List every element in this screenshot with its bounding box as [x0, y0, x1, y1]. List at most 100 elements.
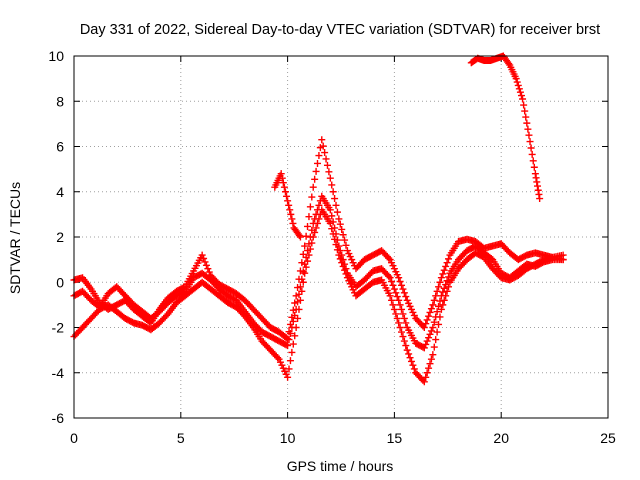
x-axis-label: GPS time / hours [287, 458, 394, 474]
data-point-dense [328, 212, 336, 220]
data-point-dense [527, 144, 535, 152]
data-point [277, 170, 285, 178]
data-point [284, 373, 292, 381]
data-point-dense [321, 149, 329, 157]
data-point-dense [388, 296, 396, 304]
data-point-dense [389, 281, 397, 289]
data-point-dense [336, 255, 344, 263]
x-tick-label: 20 [493, 430, 509, 446]
data-point-dense [329, 230, 337, 238]
data-point-dense [407, 357, 415, 365]
data-point [512, 75, 520, 83]
data-point [318, 136, 326, 144]
data-point-dense [295, 305, 303, 313]
data-point-dense [422, 320, 430, 328]
data-point-dense [287, 210, 295, 218]
axis-ticks: 0 5 10 15 20 25 -6 -4 -2 0 2 4 6 8 10 [48, 48, 616, 446]
data-point-dense [432, 336, 440, 344]
gridlines [74, 56, 608, 418]
y-axis-label: SDTVAR / TECUs [7, 182, 23, 294]
data-point-dense [304, 257, 312, 265]
data-point [326, 174, 334, 182]
data-point-dense [333, 208, 341, 216]
data-point-dense [315, 152, 323, 160]
data-point-dense [427, 355, 435, 363]
data-point-dense [523, 119, 531, 127]
series-track-3 [70, 136, 567, 343]
data-point-dense [289, 306, 297, 314]
data-point [292, 292, 300, 300]
data-point-dense [339, 231, 347, 239]
data-point-dense [289, 340, 297, 348]
series-track-4 [271, 170, 304, 241]
data-point-dense [286, 320, 294, 328]
data-point-dense [430, 318, 438, 326]
plot-frame [73, 55, 609, 419]
data-point [420, 324, 428, 331]
y-tick-label: 4 [56, 184, 64, 200]
series-track-5 [467, 52, 544, 203]
data-point-dense [396, 301, 404, 309]
data-point [284, 335, 292, 343]
data-point-dense [291, 332, 299, 340]
data-point-dense [295, 275, 303, 283]
data-point-dense [433, 308, 441, 316]
data-point-dense [319, 142, 327, 150]
data-point-dense [442, 292, 450, 300]
data-point-dense [406, 354, 414, 362]
data-point-dense [400, 337, 408, 345]
data-point [326, 206, 334, 214]
data-point-dense [430, 296, 438, 304]
data-point-dense [341, 266, 349, 274]
data-point-dense [398, 328, 406, 336]
data-point-dense [388, 277, 396, 285]
data-point-dense [331, 195, 339, 203]
data-point-dense [517, 92, 525, 100]
data-point [309, 233, 317, 241]
data-point-dense [409, 361, 417, 369]
data-point-dense [433, 287, 441, 295]
data-point-dense [306, 245, 314, 253]
data-point-dense [295, 231, 303, 239]
data-point-dense [331, 235, 339, 243]
data-point-dense [315, 215, 323, 223]
data-point-dense [296, 296, 304, 304]
data-point-dense [393, 293, 401, 301]
data-point-dense [339, 262, 347, 270]
data-point-dense [432, 292, 440, 300]
x-tick-label: 5 [177, 430, 185, 446]
y-tick-label: 0 [56, 274, 64, 290]
data-point-dense [427, 327, 435, 335]
x-tick-label: 15 [387, 430, 403, 446]
data-point-dense [205, 268, 213, 276]
data-point-dense [328, 225, 336, 233]
data-point-dense [422, 340, 430, 348]
y-tick-label: 6 [56, 139, 64, 155]
data-point-dense [333, 246, 341, 254]
data-point-dense [514, 81, 522, 89]
data-point-dense [385, 272, 393, 280]
data-point-dense [440, 266, 448, 274]
data-point-dense [342, 241, 350, 249]
data-point [420, 378, 428, 386]
data-point-dense [281, 188, 289, 196]
data-point-dense [534, 186, 542, 194]
data-point-dense [312, 167, 320, 175]
data-point-dense [423, 369, 431, 377]
data-point-dense [427, 305, 435, 313]
data-point-dense [315, 201, 323, 209]
data-point-dense [398, 281, 406, 289]
data-point [429, 351, 437, 359]
data-point-dense [440, 296, 448, 304]
data-point-dense [410, 365, 418, 373]
data-point-dense [521, 107, 529, 115]
data-point-dense [439, 270, 447, 278]
data-point-dense [422, 373, 430, 381]
data-point-dense [298, 287, 306, 295]
data-point-dense [392, 289, 400, 297]
data-point-dense [392, 310, 400, 318]
data-point [429, 324, 437, 331]
data-point-dense [283, 192, 291, 200]
data-point-dense [439, 301, 447, 309]
data-point-dense [389, 301, 397, 309]
